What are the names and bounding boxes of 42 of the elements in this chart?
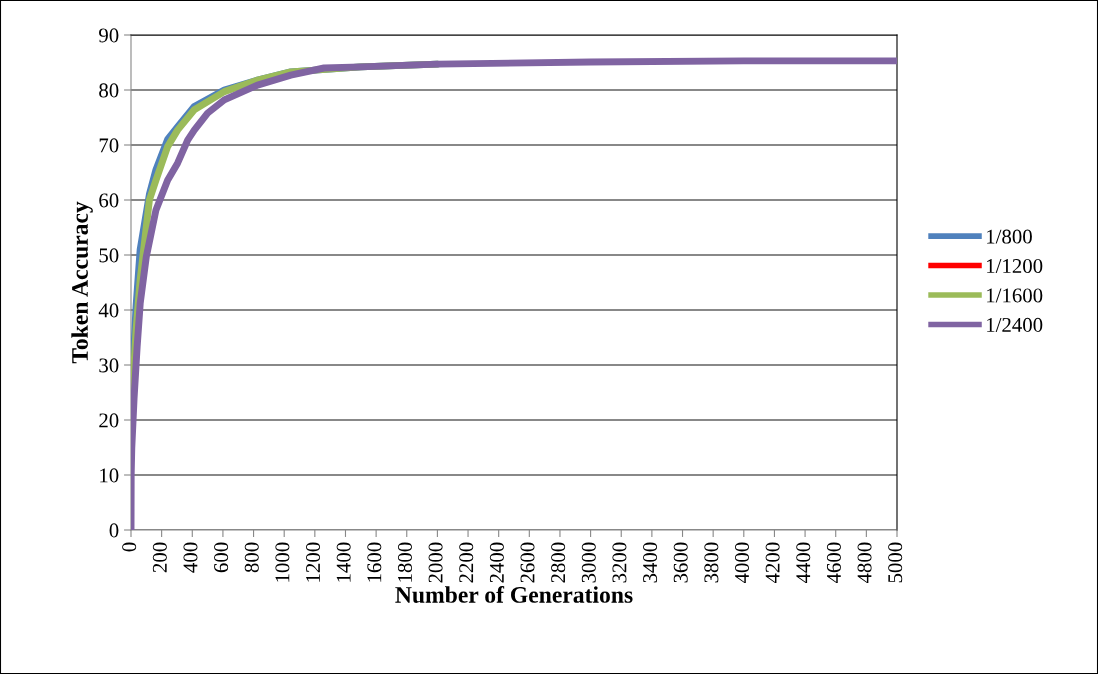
y-axis-title: Token Accuracy	[71, 201, 93, 364]
y-tick-label: 10	[100, 468, 119, 483]
x-tick-label: 2400	[489, 542, 504, 583]
x-tick-label: 400	[183, 542, 198, 573]
y-tick-label: 0	[109, 523, 119, 538]
x-tick-label: 2200	[459, 542, 474, 583]
x-axis-title: Number of Generations	[395, 586, 633, 603]
x-tick-label: 4600	[826, 542, 841, 584]
x-tick-label: 4800	[857, 542, 872, 584]
x-tick-label: 3800	[704, 542, 719, 583]
x-tick-label: 1800	[397, 542, 412, 582]
x-tick-label: 1400	[336, 542, 351, 582]
legend-label: 1/1200	[987, 259, 1043, 274]
x-tick-label: 1200	[306, 542, 321, 582]
x-tick-label: 1600	[367, 542, 382, 582]
x-tick-label: 3400	[643, 542, 658, 583]
x-tick-label: 4200	[765, 542, 780, 584]
legend-label: 1/800	[987, 229, 1032, 244]
x-tick-label: 600	[214, 542, 229, 573]
y-tick-label: 60	[99, 193, 119, 208]
y-tick-label: 70	[99, 138, 119, 153]
x-tick-label: 4400	[796, 542, 811, 584]
x-tick-label: 0	[122, 542, 137, 552]
y-tick-label: 40	[98, 303, 119, 318]
y-tick-label: 20	[99, 413, 119, 428]
y-tick-label: 80	[99, 83, 119, 98]
x-tick-label: 2000	[428, 542, 443, 583]
x-tick-label: 1000	[275, 542, 290, 582]
x-tick-label: 200	[152, 542, 167, 573]
y-tick-label: 90	[99, 28, 119, 43]
x-tick-label: 2800	[551, 542, 566, 583]
x-tick-label: 800	[244, 542, 259, 573]
x-tick-label: 5000	[888, 542, 903, 583]
y-tick-label: 30	[99, 358, 119, 373]
x-tick-label: 3000	[581, 542, 596, 583]
legend-label: 1/2400	[987, 317, 1043, 332]
x-tick-label: 2600	[520, 542, 535, 583]
x-tick-label: 3200	[612, 542, 627, 583]
x-tick-label: 4000	[734, 542, 750, 584]
legend-label: 1/1600	[987, 288, 1043, 303]
y-tick-label: 50	[99, 248, 119, 263]
x-tick-label: 3600	[673, 542, 688, 583]
